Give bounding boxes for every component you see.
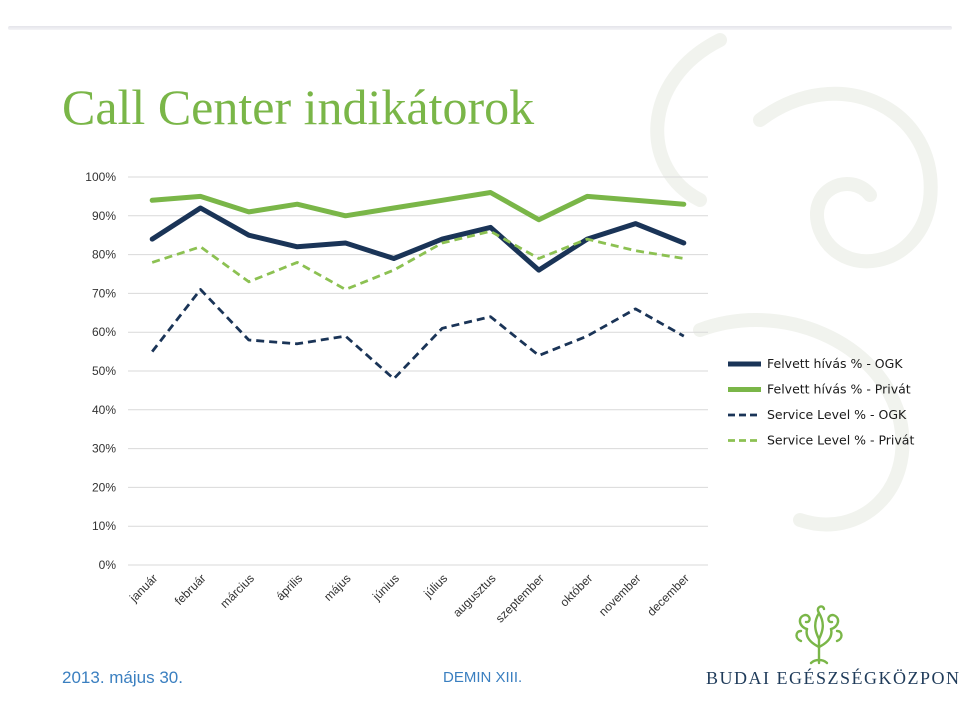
x-tick-label: április <box>273 571 305 603</box>
x-tick-label: július <box>420 571 450 601</box>
y-tick-label: 80% <box>92 248 116 262</box>
y-tick-label: 0% <box>99 558 117 572</box>
series-line <box>151 288 685 381</box>
x-tick-label: június <box>369 571 402 604</box>
tree-icon <box>795 605 843 665</box>
legend-label: Service Level % - OGK <box>767 407 907 422</box>
y-tick-label: 40% <box>92 403 116 417</box>
x-tick-label: október <box>557 571 595 609</box>
legend-label: Service Level % - Privát <box>767 433 914 448</box>
x-tick-label: március <box>217 571 257 611</box>
x-tick-label: december <box>644 571 692 619</box>
slide-title: Call Center indikátorok <box>62 79 535 135</box>
series-line <box>149 205 687 273</box>
x-tick-label: szeptember <box>493 571 547 625</box>
y-tick-label: 20% <box>92 480 116 494</box>
x-tick-label: május <box>321 571 354 604</box>
x-tick-label: január <box>126 571 160 605</box>
series-line <box>149 190 687 223</box>
legend-label: Felvett hívás % - OGK <box>767 356 903 371</box>
footer-event: DEMIN XIII. <box>443 669 523 686</box>
y-tick-label: 70% <box>92 286 116 300</box>
footer-date: 2013. május 30. <box>62 668 183 687</box>
x-tick-label: augusztus <box>450 571 499 620</box>
y-tick-label: 90% <box>92 209 116 223</box>
y-tick-label: 60% <box>92 325 116 339</box>
y-tick-label: 30% <box>92 442 116 456</box>
x-tick-label: november <box>596 571 644 619</box>
legend-label: Felvett hívás % - Privát <box>767 382 911 397</box>
top-rule <box>8 26 952 30</box>
y-tick-label: 100% <box>85 170 116 184</box>
logo-text: BUDAI EGÉSZSÉGKÖZPONT <box>706 668 960 688</box>
x-tick-label: február <box>172 571 209 608</box>
series-line <box>151 229 685 291</box>
y-tick-label: 10% <box>92 519 116 533</box>
y-tick-label: 50% <box>92 364 116 378</box>
